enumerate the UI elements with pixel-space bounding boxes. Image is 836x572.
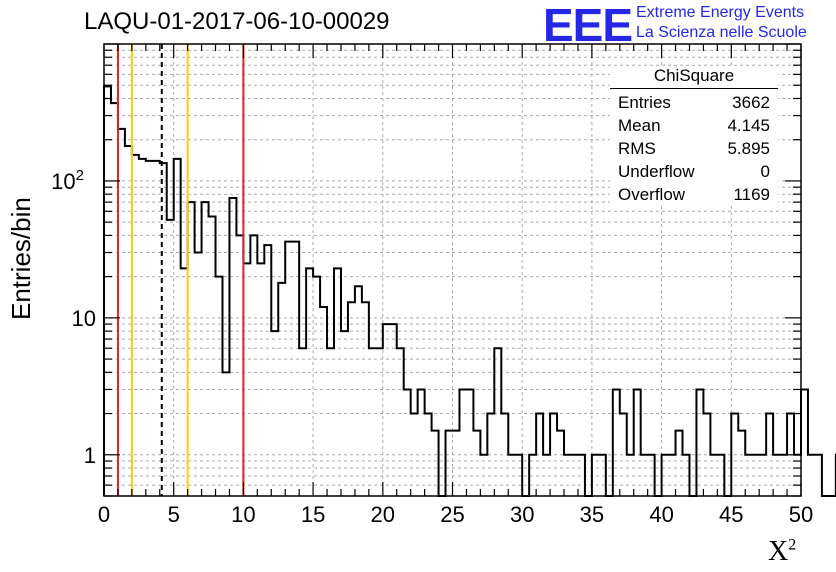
histogram-bin	[174, 159, 181, 496]
histogram-bin	[397, 348, 404, 496]
stats-label: RMS	[618, 139, 656, 158]
histogram-bin	[299, 348, 306, 496]
y-axis-ticks: 1 10 102	[51, 43, 801, 497]
histogram-bin	[306, 268, 313, 496]
histogram-bin	[383, 324, 390, 496]
stats-value: 5.895	[727, 139, 770, 158]
histogram-bin	[453, 431, 460, 496]
stats-row: Entries 3662	[610, 91, 778, 114]
histogram-bin	[181, 268, 188, 496]
stats-value: 3662	[732, 93, 770, 112]
stats-title: ChiSquare	[610, 66, 778, 89]
histogram-bin	[236, 235, 243, 496]
x-axis-label: X2	[768, 536, 796, 568]
histogram-bin	[202, 202, 209, 496]
x-tick-label: 20	[371, 502, 395, 527]
stats-row: Underflow 0	[610, 160, 778, 183]
histogram-bin	[418, 389, 425, 496]
histogram-bin	[390, 324, 397, 496]
histogram-bin	[432, 431, 439, 496]
histogram-bin	[327, 348, 334, 496]
histogram-bin	[125, 146, 132, 496]
histogram-bin	[188, 202, 195, 496]
histogram-bin	[104, 86, 111, 496]
stats-value: 4.145	[727, 116, 770, 135]
logo-line-2: La Scienza nelle Scuole	[636, 24, 807, 41]
chart-title: LAQU-01-2017-06-10-00029	[84, 8, 390, 35]
histogram-bin	[459, 389, 466, 496]
reference-lines	[116, 44, 245, 496]
histogram-bin	[216, 277, 223, 496]
x-tick-label: 10	[231, 502, 255, 527]
histogram-bin	[209, 216, 216, 496]
histogram-bin	[376, 348, 383, 496]
histogram-outline	[103, 85, 836, 497]
stats-value: 1169	[733, 185, 770, 204]
stats-row: RMS 5.895	[610, 137, 778, 160]
histogram-bin	[139, 159, 146, 496]
histogram-bin	[334, 268, 341, 496]
histogram-bin	[404, 389, 411, 496]
logo-line-1: Extreme Energy Events	[636, 4, 805, 21]
x-tick-label: 5	[168, 502, 180, 527]
stats-label: Overflow	[618, 185, 686, 204]
histogram-bin	[557, 431, 564, 496]
x-axis-label-sup: 2	[788, 536, 797, 554]
x-tick-label: 40	[649, 502, 673, 527]
histogram-bin	[696, 389, 703, 496]
histogram-bin	[738, 431, 745, 496]
histogram-bin	[446, 431, 453, 496]
histogram-bin	[160, 163, 167, 496]
x-tick-label: 35	[580, 502, 604, 527]
stats-box: ChiSquare Entries 3662 Mean 4.145 RMS 5.895…	[610, 66, 778, 206]
histogram-bin	[801, 389, 808, 496]
histogram-bin	[473, 431, 480, 496]
y-tick-label: 10	[72, 306, 96, 331]
x-tick-label: 15	[301, 502, 325, 527]
histogram-bin	[222, 372, 229, 496]
histogram-bin	[676, 431, 683, 496]
histogram-bin	[313, 277, 320, 496]
stats-label: Entries	[618, 93, 671, 112]
histogram-bin	[634, 389, 641, 496]
x-axis-label-text: X	[768, 536, 789, 567]
x-tick-label: 45	[719, 502, 743, 527]
stats-value: 0	[760, 162, 770, 181]
histogram-bin	[494, 348, 501, 496]
stats-row: Overflow 1169	[610, 183, 778, 206]
histogram-bin	[466, 389, 473, 496]
histogram-bin	[229, 198, 236, 496]
histogram-bin	[613, 389, 620, 496]
histogram-bin	[118, 129, 125, 496]
histogram-bin	[369, 348, 376, 496]
grid	[104, 44, 801, 496]
histogram-bin	[264, 245, 271, 496]
eee-logo: EEE Extreme Energy Events La Scienza nel…	[543, 0, 833, 51]
histogram-bin	[292, 242, 299, 496]
histogram-bin	[815, 455, 822, 496]
stats-row: Mean 4.145	[610, 114, 778, 137]
stats-label: Mean	[618, 116, 661, 135]
logo-mark: EEE	[543, 0, 633, 51]
x-tick-label: 30	[510, 502, 534, 527]
histogram-bin	[250, 235, 257, 496]
x-tick-label: 25	[440, 502, 464, 527]
histogram-bars	[103, 85, 836, 497]
histogram-bin	[195, 253, 202, 496]
histogram-bin	[111, 103, 118, 496]
y-tick-label: 1	[84, 443, 96, 468]
x-tick-label: 50	[789, 502, 813, 527]
histogram-bin	[285, 242, 292, 496]
histogram-bin	[132, 155, 139, 496]
histogram-bin	[808, 455, 815, 496]
x-axis-ticks: 0 5 10 15 20 25 30 35 40 45 50	[98, 44, 813, 527]
stats-label: Underflow	[618, 162, 695, 181]
x-tick-label: 0	[98, 502, 110, 527]
y-tick-label: 102	[51, 167, 84, 194]
